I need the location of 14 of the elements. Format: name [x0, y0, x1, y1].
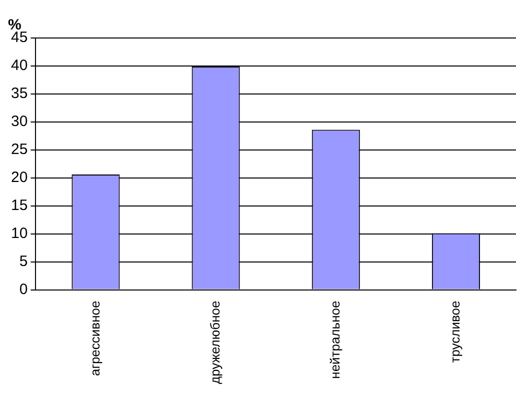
y-tick-label: 25 — [10, 141, 28, 158]
x-tick-label: трусливое — [448, 300, 463, 363]
y-tick-label: 0 — [19, 280, 28, 298]
y-tick-label: 15 — [10, 196, 28, 214]
y-tick-label: 10 — [10, 224, 28, 242]
x-tick-label: нейтральное — [327, 300, 342, 379]
y-tick-label: 35 — [10, 85, 28, 102]
y-tick-label: 45 — [10, 29, 28, 46]
y-tick-label: 20 — [10, 169, 28, 186]
y-tick-label: 30 — [10, 113, 28, 130]
x-tick-label: дружелюбное — [207, 300, 222, 384]
y-tick-label: 40 — [10, 57, 28, 74]
y-tick-label: 5 — [19, 252, 28, 270]
x-tick-label: агрессивное — [87, 300, 102, 376]
